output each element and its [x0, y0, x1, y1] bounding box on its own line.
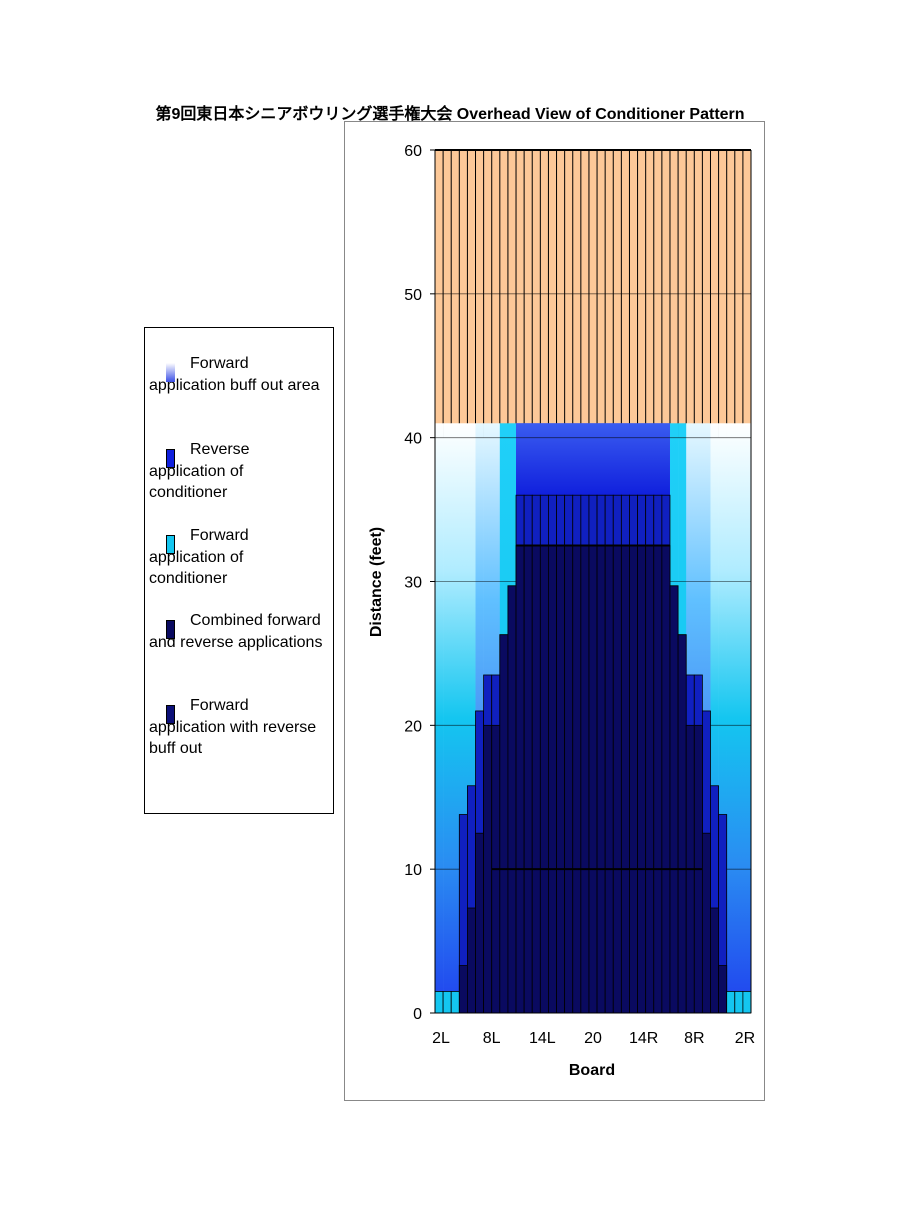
- combined-bar: [710, 907, 719, 1014]
- chart-legend: Forward application buff out area Revers…: [144, 327, 334, 814]
- combined-bar: [669, 585, 679, 1014]
- combined-bar: [580, 545, 590, 1014]
- oil-board-column: [435, 423, 444, 1013]
- oil-board-column: [734, 423, 744, 1013]
- legend-swatch-reverse: [166, 449, 175, 468]
- combined-bar: [458, 965, 468, 1014]
- x-tick-label: 8L: [483, 1030, 501, 1047]
- y-tick-label: 40: [404, 431, 422, 448]
- oil-board-column: [443, 423, 452, 1013]
- board-bars: [434, 494, 752, 1014]
- y-tick-label: 60: [404, 143, 422, 160]
- combined-bar: [475, 832, 485, 1014]
- oil-board-column: [451, 423, 460, 1013]
- combined-bar: [483, 724, 493, 1014]
- y-tick-label: 10: [404, 862, 422, 879]
- combined-bar: [507, 585, 517, 1014]
- combined-bar: [645, 545, 655, 1014]
- y-tick-label: 30: [404, 575, 422, 592]
- combined-bar: [612, 545, 622, 1014]
- oil-board-column: [710, 423, 719, 1013]
- combined-bar: [434, 991, 444, 1014]
- y-axis-label: Distance (feet): [368, 527, 385, 637]
- x-tick-label: 14L: [529, 1030, 556, 1047]
- legend-item-reverse: Reverse application of conditioner: [149, 439, 325, 504]
- combined-bar: [596, 545, 606, 1014]
- combined-bar: [726, 991, 736, 1014]
- combined-bar: [620, 545, 630, 1014]
- y-tick-label: 20: [404, 718, 422, 735]
- oil-board-column: [718, 423, 727, 1013]
- oil-board-column: [459, 423, 468, 1013]
- combined-bar: [548, 545, 557, 1014]
- legend-item-forward: Forward application of conditioner: [149, 525, 325, 590]
- combined-bar: [629, 545, 638, 1014]
- combined-bar: [661, 545, 671, 1014]
- x-tick-label: 2L: [432, 1030, 450, 1047]
- oil-board-column: [726, 423, 736, 1013]
- axes-layer: 0 10 20 30 40 50 60 2L 8L 14L 20 14R 8R 2R: [404, 143, 755, 1047]
- combined-bar: [499, 634, 509, 1014]
- oil-board-column: [467, 423, 476, 1013]
- chart-title: 第9回東日本シニアボウリング選手権大会 Overhead View of Con…: [155, 106, 745, 123]
- combined-bar: [515, 545, 525, 1014]
- combined-bar: [531, 545, 541, 1014]
- combined-bar: [604, 545, 614, 1014]
- combined-bar: [588, 545, 598, 1014]
- y-tick-label: 0: [413, 1006, 422, 1023]
- legend-item-forward-reverse-buff: Forward application with reverse buff ou…: [149, 695, 325, 760]
- legend-label-combined: Combined forward and reverse application…: [149, 612, 323, 651]
- legend-label-buff-out: Forward application buff out area: [149, 355, 320, 394]
- x-tick-label: 20: [584, 1030, 602, 1047]
- x-tick-label: 8R: [684, 1030, 704, 1047]
- reverse-cap-area: [516, 423, 670, 496]
- combined-bar: [718, 965, 728, 1014]
- legend-swatch-combined: [166, 620, 175, 639]
- combined-bar: [450, 991, 460, 1014]
- legend-item-buff-out: Forward application buff out area: [149, 353, 325, 396]
- combined-bar: [653, 545, 663, 1014]
- combined-bar: [637, 545, 647, 1014]
- legend-swatch-forward: [166, 535, 175, 554]
- legend-swatch-forward-reverse-buff: [166, 705, 175, 724]
- y-tick-label: 50: [404, 287, 422, 304]
- combined-bar: [523, 545, 533, 1014]
- x-tick-label: 2R: [735, 1030, 755, 1047]
- legend-swatch-buff-out: [166, 363, 175, 382]
- legend-label-forward-reverse-buff: Forward application with reverse buff ou…: [149, 697, 317, 757]
- combined-bar: [677, 634, 687, 1014]
- legend-item-combined: Combined forward and reverse application…: [149, 610, 325, 653]
- combined-bar: [539, 545, 549, 1014]
- combined-bar: [734, 991, 744, 1014]
- combined-bar: [442, 991, 452, 1014]
- x-axis-label: Board: [569, 1062, 615, 1079]
- combined-bar: [467, 907, 476, 1014]
- x-tick-label: 14R: [629, 1030, 658, 1047]
- combined-bar: [556, 545, 566, 1014]
- combined-bar: [572, 545, 582, 1014]
- combined-bar: [742, 991, 752, 1014]
- combined-bar: [701, 832, 711, 1014]
- combined-bar: [564, 545, 574, 1014]
- oil-board-column: [742, 423, 752, 1013]
